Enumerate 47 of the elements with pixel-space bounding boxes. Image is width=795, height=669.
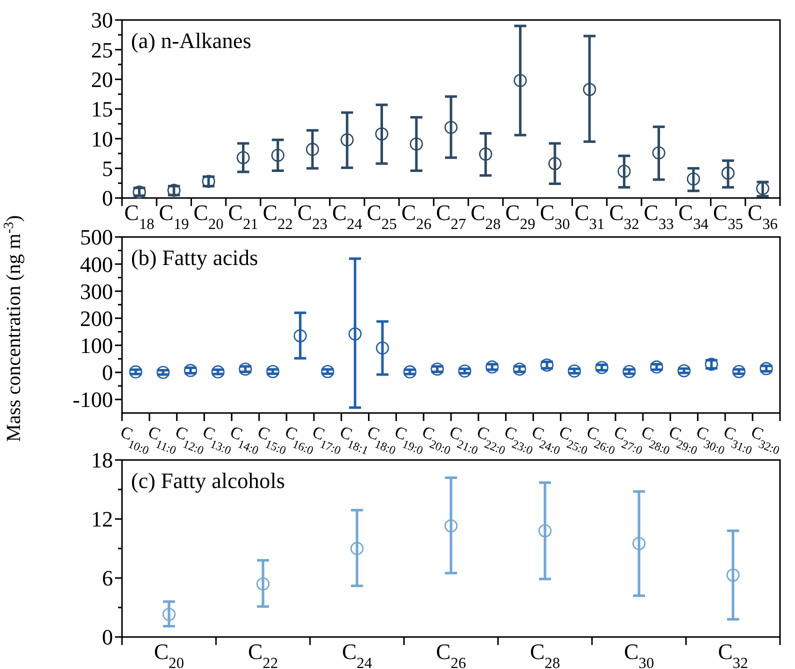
- y-tick-label: 10: [91, 126, 113, 152]
- x-tick-label: C$_{20}$: [194, 200, 224, 232]
- chart-title: (a) n-Alkanes: [131, 28, 252, 53]
- x-tick-label: C$_{27}$: [436, 200, 466, 232]
- y-tick-label: 20: [91, 67, 113, 92]
- y-tick-label: 15: [91, 96, 113, 122]
- x-tick-label: C$_{36}$: [748, 200, 778, 232]
- y-tick-label: 18: [91, 448, 113, 473]
- y-tick-label: 30: [91, 8, 113, 33]
- x-tick-label: C$_{20}$: [154, 639, 184, 669]
- x-tick-label: C$_{25}$: [366, 200, 398, 232]
- y-tick-label: 200: [80, 306, 113, 331]
- y-tick-label: 0: [102, 360, 113, 386]
- x-tick-label: C$_{19}$: [158, 200, 190, 232]
- y-tick-label: 0: [102, 624, 113, 650]
- x-tick-label: C$_{35}$: [713, 200, 744, 232]
- y-tick-label: 400: [80, 252, 113, 277]
- x-tick-label: C$_{30}$: [624, 639, 654, 669]
- x-tick-label: C$_{28}$: [530, 639, 560, 669]
- y-tick-label: -100: [72, 387, 113, 412]
- x-tick-label: C$_{29}$: [505, 200, 536, 232]
- y-tick-label: 6: [102, 566, 113, 591]
- y-tick-label: 5: [102, 156, 113, 182]
- y-tick-label: 500: [80, 224, 113, 250]
- chart-title: (b) Fatty acids: [131, 245, 258, 270]
- x-tick-label: C$_{30}$: [540, 200, 570, 232]
- x-tick-label: C$_{23}$: [297, 200, 328, 232]
- x-tick-label: C$_{26}$: [401, 200, 432, 232]
- x-tick-label: C$_{33}$: [644, 200, 674, 232]
- y-tick-label: 25: [91, 37, 113, 62]
- y-tick-label: 100: [80, 333, 113, 358]
- y-tick-label: 12: [91, 506, 113, 532]
- x-tick-label: C$_{22}$: [262, 200, 293, 232]
- y-tick-label: 300: [80, 278, 113, 304]
- x-tick-label: C$_{18}$: [124, 200, 155, 232]
- x-tick-label: C$_{24}$: [332, 200, 362, 232]
- x-tick-label: C$_{24}$: [342, 639, 372, 669]
- x-tick-label: C$_{34}$: [678, 200, 709, 232]
- x-tick-label: C$_{26}$: [436, 639, 466, 669]
- y-tick-label: 0: [102, 186, 113, 211]
- x-tick-label: C$_{32}$: [609, 200, 640, 232]
- x-tick-label: C$_{22}$: [248, 639, 278, 669]
- x-tick-label: C$_{28}$: [470, 200, 501, 232]
- x-tick-label: C$_{32}$: [718, 639, 748, 669]
- chart-title: (c) Fatty alcohols: [131, 468, 285, 493]
- x-tick-label: C$_{21}$: [228, 200, 258, 232]
- x-tick-label: C$_{31}$: [574, 200, 605, 232]
